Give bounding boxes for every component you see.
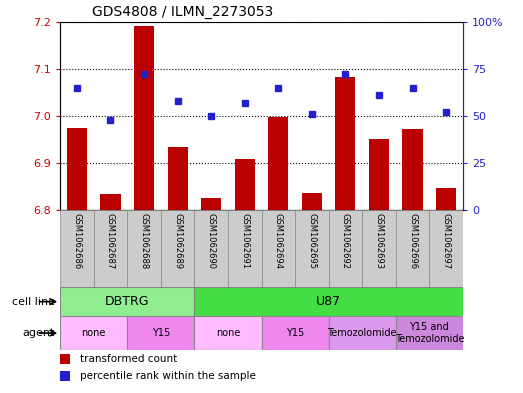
Text: GSM1062696: GSM1062696 (408, 213, 417, 269)
Bar (195, 287, 463, 316)
Bar (60, 287, 195, 316)
Bar (302, 193, 322, 210)
Bar (396, 210, 429, 287)
Bar (60, 210, 94, 287)
Text: GSM1062687: GSM1062687 (106, 213, 115, 269)
Text: none: none (216, 328, 240, 338)
Bar (396, 316, 463, 350)
Text: GSM1062695: GSM1062695 (308, 213, 316, 268)
Bar (228, 210, 262, 287)
Bar (403, 129, 423, 210)
Text: agent: agent (22, 328, 55, 338)
Bar (127, 316, 195, 350)
Bar (67, 128, 87, 210)
Bar (127, 210, 161, 287)
Bar (195, 316, 262, 350)
Bar (94, 210, 127, 287)
Text: GSM1062697: GSM1062697 (441, 213, 451, 269)
Bar (195, 210, 228, 287)
Text: GSM1062692: GSM1062692 (341, 213, 350, 268)
Text: GSM1062686: GSM1062686 (72, 213, 82, 269)
Text: GSM1062690: GSM1062690 (207, 213, 215, 268)
Text: transformed count: transformed count (81, 354, 177, 364)
Text: Y15: Y15 (152, 328, 170, 338)
Bar (235, 159, 255, 210)
Bar (362, 210, 396, 287)
Bar (201, 198, 221, 210)
Bar (100, 194, 120, 210)
Bar (328, 316, 396, 350)
Text: Temozolomide: Temozolomide (327, 328, 397, 338)
Bar (161, 210, 195, 287)
Bar (328, 210, 362, 287)
Text: GSM1062689: GSM1062689 (173, 213, 182, 269)
Bar (262, 316, 328, 350)
Text: GSM1062693: GSM1062693 (374, 213, 383, 269)
Text: DBTRG: DBTRG (105, 295, 150, 308)
Text: GDS4808 / ILMN_2273053: GDS4808 / ILMN_2273053 (93, 5, 274, 19)
Text: none: none (82, 328, 106, 338)
Bar (369, 139, 389, 210)
Bar (262, 210, 295, 287)
Text: cell line: cell line (12, 297, 55, 307)
Text: U87: U87 (316, 295, 341, 308)
Bar (335, 77, 356, 210)
Bar (436, 188, 456, 210)
Bar (60, 371, 70, 381)
Bar (60, 354, 70, 364)
Bar (295, 210, 328, 287)
Text: GSM1062691: GSM1062691 (240, 213, 249, 268)
Text: percentile rank within the sample: percentile rank within the sample (81, 371, 256, 382)
Text: Y15 and
Temozolomide: Y15 and Temozolomide (394, 322, 464, 344)
Text: GSM1062694: GSM1062694 (274, 213, 283, 268)
Bar (429, 210, 463, 287)
Text: Y15: Y15 (286, 328, 304, 338)
Bar (134, 26, 154, 210)
Bar (167, 147, 188, 210)
Text: GSM1062688: GSM1062688 (140, 213, 149, 269)
Bar (268, 118, 288, 210)
Bar (60, 316, 127, 350)
